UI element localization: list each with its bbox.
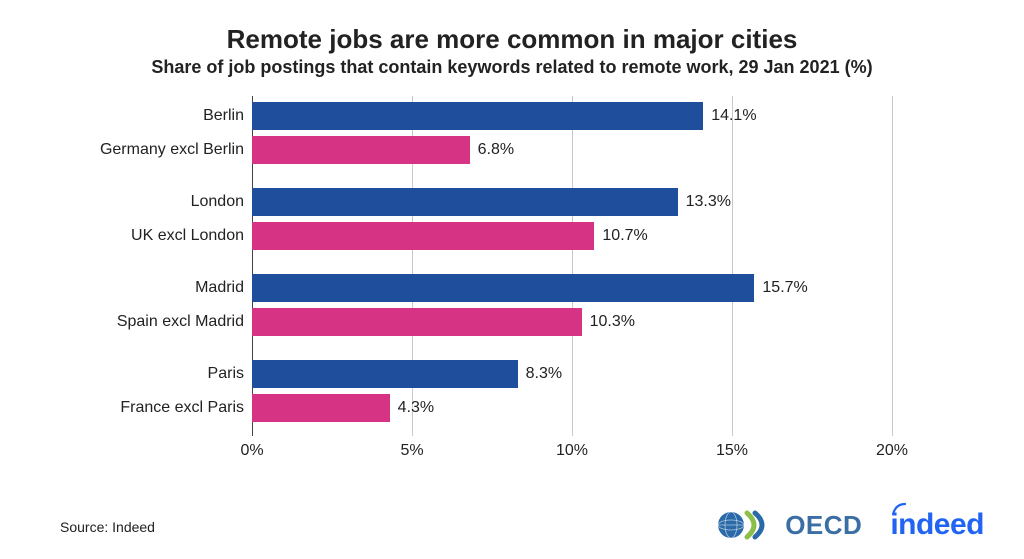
source-label: Source: Indeed	[60, 519, 155, 535]
bar-value-label: 14.1%	[711, 102, 756, 130]
bar-category-label: Madrid	[0, 274, 244, 302]
bar-category-label: Paris	[0, 360, 244, 388]
logo-row: OECD indeed	[717, 507, 984, 543]
indeed-logo: indeed	[890, 508, 984, 542]
bar-category-label: France excl Paris	[0, 394, 244, 422]
oecd-text: OECD	[785, 510, 862, 541]
bar-value-label: 10.7%	[602, 222, 647, 250]
bar-rest: 4.3%	[252, 394, 390, 422]
bar-city: 13.3%	[252, 188, 678, 216]
oecd-logo: OECD	[717, 507, 862, 543]
bar-value-label: 13.3%	[686, 188, 731, 216]
bar-row: UK excl London10.7%	[252, 222, 892, 250]
bar-category-label: Spain excl Madrid	[0, 308, 244, 336]
bar-value-label: 4.3%	[398, 394, 434, 422]
bar-category-label: Germany excl Berlin	[0, 136, 244, 164]
chart-area: 0% 5% 10% 15% 20% Berlin14.1% Germany excl Ber…	[52, 96, 972, 476]
x-tick-label: 0%	[240, 442, 263, 460]
bar-row: Germany excl Berlin6.8%	[252, 136, 892, 164]
bar-category-label: UK excl London	[0, 222, 244, 250]
chart-title: Remote jobs are more common in major cit…	[40, 24, 984, 55]
bar-rest: 10.3%	[252, 308, 582, 336]
bar-city: 8.3%	[252, 360, 518, 388]
chart-plot: 0%5%10%15%20%Berlin14.1%Germany excl Ber…	[252, 96, 892, 436]
bar-row: Madrid15.7%	[252, 274, 892, 302]
gridline	[892, 96, 893, 436]
bar-rest: 6.8%	[252, 136, 470, 164]
x-tick-label: 20%	[876, 442, 908, 460]
bar-city: 15.7%	[252, 274, 754, 302]
bar-category-label: London	[0, 188, 244, 216]
page-root: Remote jobs are more common in major cit…	[0, 0, 1024, 559]
bar-row: Paris8.3%	[252, 360, 892, 388]
bar-row: Spain excl Madrid10.3%	[252, 308, 892, 336]
chart-subtitle: Share of job postings that contain keywo…	[40, 57, 984, 78]
x-tick-label: 10%	[556, 442, 588, 460]
bar-rest: 10.7%	[252, 222, 594, 250]
x-tick-label: 15%	[716, 442, 748, 460]
bar-city: 14.1%	[252, 102, 703, 130]
bar-row: London13.3%	[252, 188, 892, 216]
bar-row: France excl Paris4.3%	[252, 394, 892, 422]
indeed-swoosh-icon	[892, 502, 906, 516]
bar-value-label: 15.7%	[762, 274, 807, 302]
bar-row: Berlin14.1%	[252, 102, 892, 130]
bar-value-label: 10.3%	[590, 308, 635, 336]
bar-value-label: 6.8%	[478, 136, 514, 164]
oecd-globe-icon	[717, 507, 777, 543]
x-tick-label: 5%	[400, 442, 423, 460]
bar-value-label: 8.3%	[526, 360, 562, 388]
bar-category-label: Berlin	[0, 102, 244, 130]
